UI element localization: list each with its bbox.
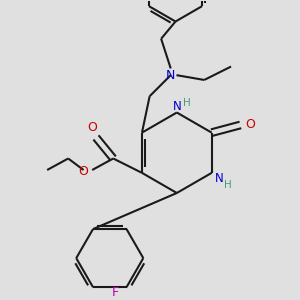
Text: N: N bbox=[166, 69, 175, 82]
Text: O: O bbox=[79, 165, 88, 178]
Text: O: O bbox=[87, 121, 97, 134]
Text: H: H bbox=[182, 98, 190, 108]
Text: N: N bbox=[215, 172, 224, 185]
Text: O: O bbox=[245, 118, 255, 131]
Text: H: H bbox=[224, 180, 232, 190]
Text: F: F bbox=[112, 286, 118, 299]
Text: N: N bbox=[172, 100, 181, 113]
